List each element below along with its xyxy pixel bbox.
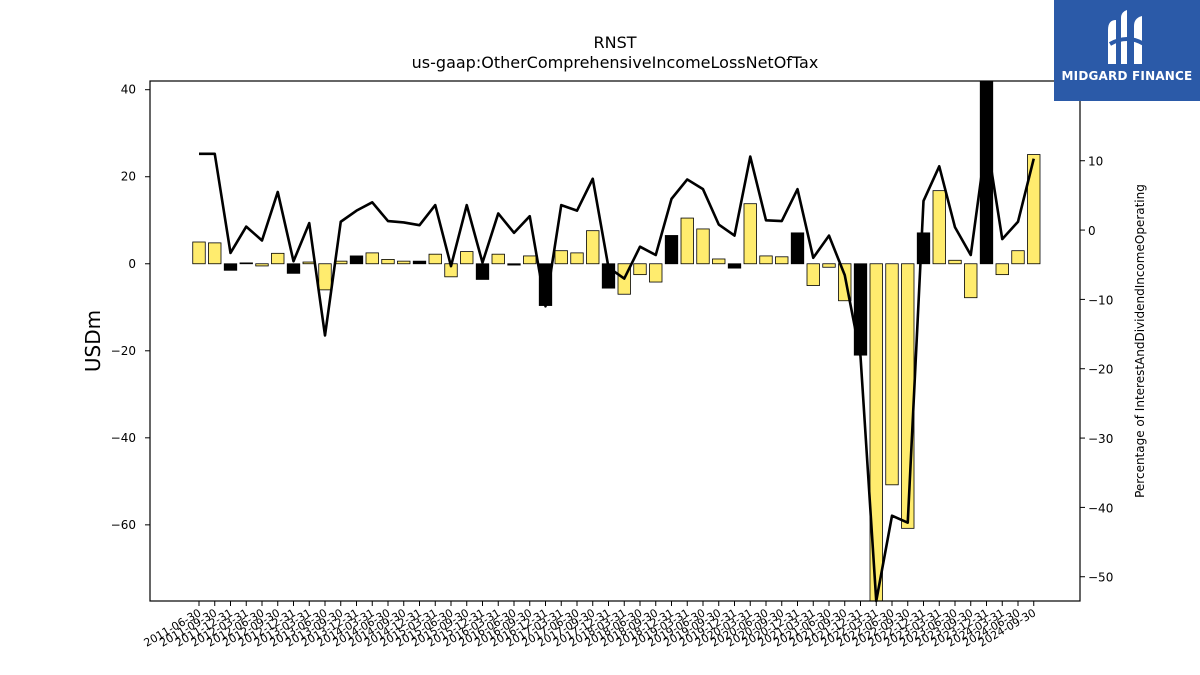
bar <box>586 230 600 265</box>
bar <box>790 232 805 265</box>
bar <box>223 263 238 271</box>
bar <box>932 190 946 265</box>
bar <box>964 263 978 299</box>
bar <box>570 252 584 265</box>
line-group <box>199 137 1036 603</box>
y-tick-label: −40 <box>111 431 136 445</box>
y-tick-label: −60 <box>111 518 136 532</box>
y2-axis-label: Percentage of InterestAndDividendIncomeO… <box>1133 184 1147 498</box>
y2-tick-label: 10 <box>1088 155 1103 169</box>
bar <box>759 255 773 265</box>
bar <box>806 263 820 286</box>
bar <box>412 260 427 265</box>
bar <box>633 263 647 276</box>
chart-subtitle: us-gaap:OtherComprehensiveIncomeLossNetO… <box>412 53 819 72</box>
y-axis-label: USDm <box>81 310 105 372</box>
y-tick-label: 0 <box>128 257 136 271</box>
y-axis-right: 10 0 −10 −20 −30 −40 −50 <box>1080 155 1113 585</box>
bar <box>381 259 395 265</box>
bar <box>853 263 868 356</box>
y2-tick-label: −50 <box>1088 571 1113 585</box>
y2-tick-label: −40 <box>1088 501 1113 515</box>
bar <box>995 263 1009 276</box>
chart-title: RNST <box>593 33 636 52</box>
y-tick-label: −20 <box>111 344 136 358</box>
percentage-line <box>199 137 1036 603</box>
bar <box>397 260 411 265</box>
bar <box>649 263 663 283</box>
bar <box>775 256 789 265</box>
bars-group <box>192 80 1041 602</box>
y-tick-label: 40 <box>121 83 136 97</box>
bar <box>208 242 222 265</box>
bar <box>664 235 679 265</box>
bar <box>743 203 757 265</box>
bar <box>901 263 915 529</box>
bar <box>271 252 285 265</box>
logo-text: MIDGARD FINANCE <box>1061 69 1193 83</box>
logo-mark-icon <box>1108 10 1146 64</box>
bar <box>696 228 710 265</box>
bar <box>255 263 269 267</box>
y2-tick-label: −20 <box>1088 363 1113 377</box>
bar <box>460 251 474 265</box>
bar <box>491 253 505 265</box>
x-axis: 2011-06-302011-09-302011-12-312012-03-31… <box>142 601 1038 650</box>
bar <box>727 263 742 269</box>
bar <box>507 263 521 266</box>
bar <box>885 263 899 486</box>
bar <box>523 255 537 265</box>
bar <box>349 255 364 265</box>
bar <box>680 217 694 265</box>
bar <box>318 263 332 291</box>
y-axis-left: 40 20 0 −20 −40 −60 <box>111 83 150 532</box>
midgard-finance-logo: MIDGARD FINANCE <box>1054 0 1200 101</box>
bar <box>365 252 379 265</box>
plot-frame <box>149 80 1081 602</box>
bar <box>428 253 442 265</box>
bar <box>712 258 726 265</box>
bar <box>916 232 931 265</box>
bar <box>554 250 568 265</box>
y2-tick-label: 0 <box>1088 224 1096 238</box>
bar <box>286 263 301 274</box>
bar <box>1011 250 1025 265</box>
bar <box>475 263 490 280</box>
bar <box>948 259 962 265</box>
bar <box>192 241 206 265</box>
bar <box>239 262 253 265</box>
bar <box>1027 154 1041 265</box>
y2-tick-label: −30 <box>1088 432 1113 446</box>
bar <box>822 263 836 268</box>
y2-tick-label: −10 <box>1088 293 1113 307</box>
y-tick-label: 20 <box>121 170 136 184</box>
